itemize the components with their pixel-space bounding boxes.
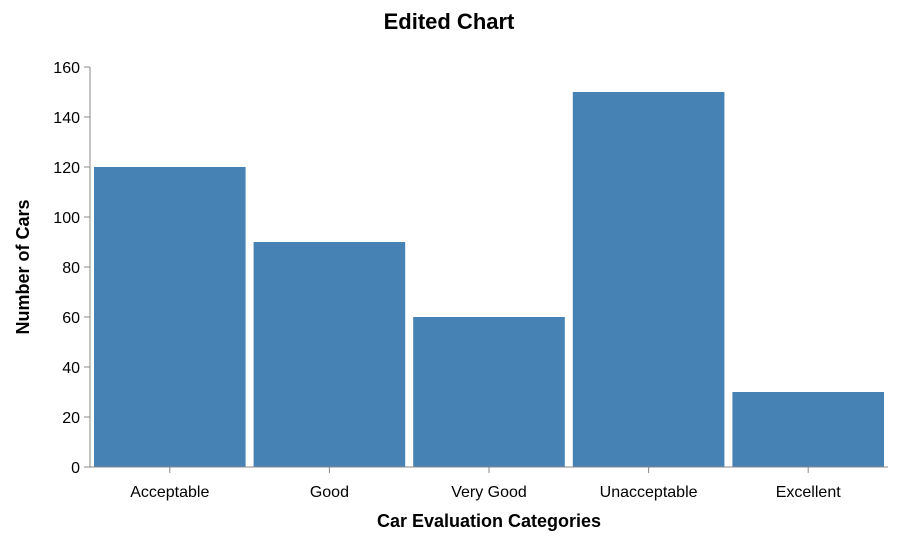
bar-acceptable	[94, 167, 246, 467]
bar-excellent	[732, 392, 884, 467]
x-tick-label: Acceptable	[130, 484, 209, 501]
y-tick-label: 100	[53, 210, 80, 227]
chart-title: Edited Chart	[384, 9, 515, 34]
y-tick-label: 120	[53, 160, 80, 177]
bar-unacceptable	[572, 92, 725, 467]
y-tick-label: 160	[53, 60, 80, 77]
y-axis: 0 20 40 60 80 100 120 140 160	[53, 60, 91, 477]
x-axis: Acceptable Good Very Good Unacceptable Excel…	[90, 466, 888, 501]
x-tick-label: Excellent	[776, 484, 841, 501]
bar-good	[253, 242, 406, 467]
y-axis-title: Number of Cars	[13, 199, 33, 334]
y-tick-label: 20	[62, 410, 80, 427]
x-tick-label: Very Good	[451, 484, 527, 501]
bar-very-good	[413, 317, 565, 467]
y-tick-label: 40	[62, 360, 80, 377]
y-tick-label: 0	[71, 460, 80, 477]
y-tick-label: 140	[53, 110, 80, 127]
y-tick-label: 80	[62, 260, 80, 277]
x-tick-label: Good	[310, 484, 349, 501]
y-tick-label: 60	[62, 310, 80, 327]
x-tick-label: Unacceptable	[600, 484, 698, 501]
bars-group	[94, 92, 884, 467]
x-axis-title: Car Evaluation Categories	[377, 511, 601, 531]
